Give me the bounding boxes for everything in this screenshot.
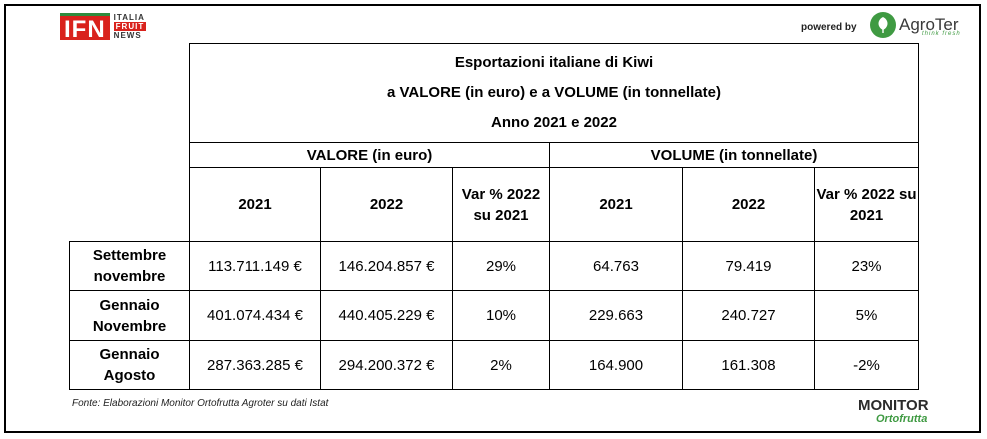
table-title: Esportazioni italiane di Kiwi a VALORE (… — [189, 43, 919, 143]
group-header-volume: VOLUME (in tonnellate) — [549, 142, 919, 168]
agroter-tagline: think fresh — [922, 31, 961, 37]
agroter-name: AgroTer — [899, 15, 959, 34]
table-cell: 440.405.229 € — [320, 290, 453, 341]
table-cell: 64.763 — [549, 241, 683, 291]
row-label: Gennaio Novembre — [69, 290, 190, 341]
row-label-line: Gennaio — [99, 346, 160, 363]
group-header-valore: VALORE (in euro) — [189, 142, 550, 168]
outer-frame — [4, 4, 981, 433]
table-cell: 401.074.434 € — [189, 290, 321, 341]
table-cell: -2% — [814, 340, 919, 390]
table-cell: 229.663 — [549, 290, 683, 341]
row-label: Gennaio Agosto — [69, 340, 190, 390]
row-label-line: Novembre — [92, 317, 167, 335]
row-label-line: Settembre — [92, 247, 167, 264]
table-row: Settembre novembre 113.711.149 € 146.204.… — [69, 241, 919, 291]
kiwi-export-table: Esportazioni italiane di Kiwi a VALORE (… — [69, 43, 919, 390]
monitor-ortofrutta-logo: MONITOR Ortofrutta — [858, 398, 958, 425]
monitor-logo-line2: Ortofrutta — [876, 413, 928, 425]
row-label-line: Agosto — [103, 367, 156, 384]
table-cell: 10% — [452, 290, 550, 341]
column-header: Var % 2022 su 2021 — [814, 167, 919, 242]
ifn-logo-line1: ITALIA — [113, 13, 145, 22]
column-header: 2022 — [682, 167, 815, 242]
empty-corner-cell — [70, 44, 190, 143]
empty-corner-cell — [70, 143, 190, 168]
row-label-line: novembre — [93, 268, 166, 285]
column-header: Var % 2022 su 2021 — [452, 167, 550, 242]
column-header: 2021 — [549, 167, 683, 242]
table-cell: 79.419 — [682, 241, 815, 291]
table-cell: 161.308 — [682, 340, 815, 390]
table-row: Gennaio Agosto 287.363.285 € 294.200.372 … — [69, 340, 919, 390]
table-cell: 29% — [452, 241, 550, 291]
table-title-line: a VALORE (in euro) e a VOLUME (in tonnel… — [387, 84, 721, 101]
agroter-logo: AgroTer — [870, 12, 959, 38]
ifn-logo-line2: FRUIT — [113, 22, 147, 31]
row-label-line: Gennaio — [99, 296, 160, 314]
ifn-logo-line3: NEWS — [113, 31, 142, 40]
ifn-logo-mark: IFN — [60, 13, 110, 43]
table-cell: 2% — [452, 340, 550, 390]
table-cell: 164.900 — [549, 340, 683, 390]
agroter-leaf-icon — [870, 12, 896, 38]
powered-by-label: powered by — [801, 22, 857, 33]
row-label: Settembre novembre — [69, 241, 190, 291]
ifn-logo: IFN ITALIA FRUIT NEWS — [60, 13, 147, 43]
table-cell: 23% — [814, 241, 919, 291]
table-cell: 240.727 — [682, 290, 815, 341]
table-cell: 294.200.372 € — [320, 340, 453, 390]
ifn-logo-text: ITALIA FRUIT NEWS — [113, 13, 147, 40]
table-cell: 287.363.285 € — [189, 340, 321, 390]
empty-corner-cell — [70, 168, 190, 242]
monitor-logo-line1: MONITOR — [858, 397, 929, 414]
column-header: 2022 — [320, 167, 453, 242]
table-title-line: Esportazioni italiane di Kiwi — [454, 54, 654, 71]
column-header: 2021 — [189, 167, 321, 242]
source-note: Fonte: Elaborazioni Monitor Ortofrutta A… — [72, 398, 329, 409]
table-cell: 146.204.857 € — [320, 241, 453, 291]
table-row: Gennaio Novembre 401.074.434 € 440.405.22… — [69, 290, 919, 341]
table-cell: 113.711.149 € — [189, 241, 321, 291]
table-cell: 5% — [814, 290, 919, 341]
table-title-line: Anno 2021 e 2022 — [491, 114, 617, 131]
